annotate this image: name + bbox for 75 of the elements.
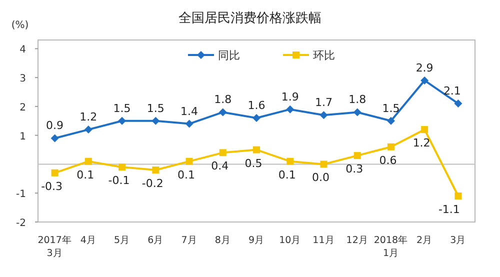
data-label: 0.3 (346, 162, 364, 176)
x-tick-label: 12月 (346, 235, 368, 246)
data-label: -0.1 (108, 174, 130, 188)
data-label: 1.6 (248, 99, 266, 112)
x-tick-label: 5月 (114, 235, 130, 246)
x-tick-label: 10月 (279, 235, 302, 246)
point (354, 152, 361, 160)
point (454, 100, 462, 108)
x-tick-label: 3月 (450, 235, 466, 246)
data-label: 1.9 (281, 90, 299, 104)
x-tick-label: 6月 (148, 235, 164, 246)
point (420, 76, 429, 84)
data-label: 0.6 (379, 154, 397, 167)
point (118, 116, 126, 125)
data-label: 0.0 (312, 171, 330, 184)
y-tick-label: 3 (20, 74, 26, 85)
data-label: -0.3 (41, 180, 63, 193)
data-label: -0.2 (142, 177, 164, 190)
point (219, 149, 226, 156)
point (353, 108, 362, 116)
point (152, 166, 160, 174)
data-label: 1.5 (146, 102, 164, 115)
point (286, 158, 294, 165)
data-label: 1.2 (80, 110, 98, 124)
data-label: 1.8 (214, 93, 232, 106)
x-tick-label: 2017年 3月 (38, 234, 72, 259)
data-label: 1.4 (180, 104, 198, 118)
point (185, 120, 194, 128)
y-axis-title: (%) (11, 20, 29, 31)
data-label: 0.9 (46, 119, 64, 132)
data-label: 0.4 (211, 160, 229, 173)
data-label: 1.5 (113, 102, 131, 115)
point (118, 164, 126, 171)
data-label: 0.1 (278, 168, 296, 182)
x-tick-label: 8月 (214, 235, 231, 246)
point (84, 126, 92, 134)
data-label: -1.1 (438, 203, 460, 216)
data-label: 1.7 (314, 96, 332, 110)
data-label: 0.5 (244, 156, 262, 170)
point (320, 160, 328, 168)
y-tick-label: -2 (16, 218, 26, 229)
x-tick-label: 2018年 1月 (374, 234, 408, 259)
point (386, 116, 395, 125)
x-tick-label: 9月 (248, 235, 265, 246)
point (252, 114, 260, 122)
point (253, 146, 260, 154)
point (387, 143, 394, 150)
x-tick-label: 4月 (80, 235, 96, 246)
y-tick-label: 4 (20, 44, 26, 56)
point (320, 111, 328, 120)
y-tick-label: -1 (16, 189, 26, 200)
chart-title: 全国居民消费价格涨跌幅 (178, 11, 322, 26)
data-label: 1.5 (382, 102, 400, 115)
y-tick-label: 1 (20, 131, 26, 142)
data-label: 2.1 (443, 84, 461, 98)
data-label: 1.8 (348, 93, 366, 106)
x-tick-label: 2月 (416, 235, 433, 246)
point (51, 169, 58, 176)
x-tick-label: 11月 (312, 235, 335, 246)
data-label: 0.1 (178, 168, 196, 182)
x-tick-label: 7月 (181, 235, 198, 246)
point (218, 108, 227, 116)
data-label: 0.1 (76, 168, 94, 182)
point (286, 105, 294, 114)
point (454, 192, 462, 200)
point (152, 116, 160, 125)
legend-label: 同比 (218, 49, 240, 62)
data-label: 1.2 (412, 136, 430, 150)
point (186, 158, 193, 165)
point (84, 158, 92, 165)
point (50, 134, 59, 142)
legend-label: 环比 (313, 49, 335, 62)
y-tick-label: 2 (20, 102, 26, 114)
point (421, 126, 428, 134)
data-label: 2.9 (416, 61, 434, 74)
